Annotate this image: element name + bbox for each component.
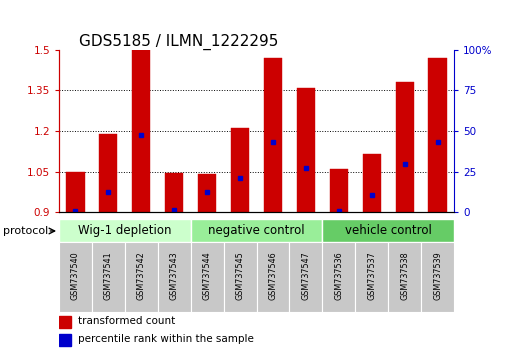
Bar	[289, 242, 322, 312]
Bar	[165, 173, 183, 212]
Text: transformed count: transformed count	[78, 316, 175, 326]
Bar	[59, 316, 71, 327]
Bar	[428, 58, 447, 212]
Bar	[191, 242, 224, 312]
Bar	[322, 219, 454, 242]
Text: negative control: negative control	[208, 224, 305, 238]
Bar	[125, 242, 158, 312]
Text: GSM737544: GSM737544	[203, 251, 212, 300]
Text: GDS5185 / ILMN_1222295: GDS5185 / ILMN_1222295	[79, 33, 278, 50]
Bar	[396, 82, 413, 212]
Bar	[256, 242, 289, 312]
Bar	[330, 169, 348, 212]
Bar	[363, 154, 381, 212]
Text: GSM737541: GSM737541	[104, 251, 113, 300]
Text: vehicle control: vehicle control	[345, 224, 431, 238]
Text: GSM737539: GSM737539	[433, 251, 442, 300]
Text: GSM737545: GSM737545	[235, 251, 245, 300]
Text: GSM737540: GSM737540	[71, 251, 80, 300]
Text: GSM737547: GSM737547	[301, 251, 310, 300]
Text: GSM737546: GSM737546	[268, 251, 278, 300]
Text: percentile rank within the sample: percentile rank within the sample	[78, 335, 254, 344]
Text: GSM737538: GSM737538	[400, 251, 409, 300]
Text: GSM737537: GSM737537	[367, 251, 376, 300]
Text: Wig-1 depletion: Wig-1 depletion	[78, 224, 171, 238]
Text: GSM737542: GSM737542	[137, 251, 146, 300]
Bar	[198, 175, 216, 212]
Bar	[158, 242, 191, 312]
Text: GSM737543: GSM737543	[170, 251, 179, 300]
Bar	[322, 242, 355, 312]
Bar	[66, 172, 85, 212]
Bar	[59, 219, 191, 242]
Bar	[388, 242, 421, 312]
Bar	[264, 58, 282, 212]
Bar	[297, 87, 315, 212]
Bar	[59, 242, 92, 312]
Bar	[132, 50, 150, 212]
Text: protocol: protocol	[3, 226, 48, 236]
Bar	[191, 219, 322, 242]
Bar	[231, 128, 249, 212]
Bar	[421, 242, 454, 312]
Bar	[224, 242, 256, 312]
Text: GSM737536: GSM737536	[334, 251, 343, 300]
Bar	[355, 242, 388, 312]
Bar	[100, 134, 117, 212]
Bar	[59, 334, 71, 346]
Bar	[92, 242, 125, 312]
